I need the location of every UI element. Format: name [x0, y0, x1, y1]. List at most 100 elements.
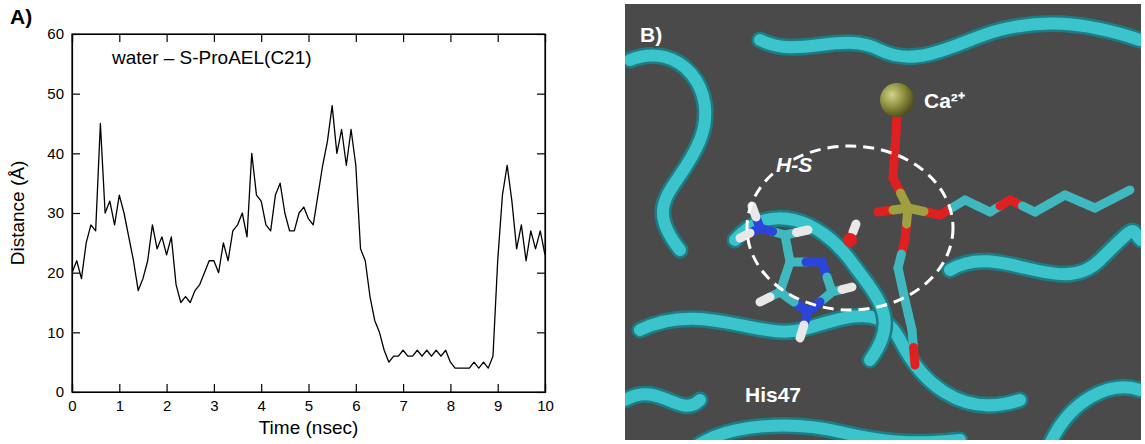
x-top-axis-line: [73, 35, 546, 43]
y-right-tick-mark: [537, 94, 545, 95]
x-tick: 5: [305, 384, 313, 414]
ribbon-edge: [1050, 387, 1140, 440]
y-tick-mark: [72, 94, 80, 95]
y-tick: 30: [47, 204, 80, 221]
x-top-tick: [356, 34, 357, 42]
x-tick-label: 2: [163, 397, 171, 414]
ribbon: [625, 394, 700, 406]
y-tick: 50: [47, 85, 80, 102]
y-tick: 0: [56, 383, 80, 400]
ribbon: [1050, 387, 1140, 440]
x-tick-mark: [450, 384, 451, 392]
ribbon-edge: [700, 426, 960, 440]
panel-label: B): [640, 23, 662, 46]
x-tick-label: 8: [447, 397, 455, 414]
calcium-ion: [880, 83, 914, 117]
panel-a: 0123456789100102030405060water – S-ProAE…: [7, 5, 554, 438]
panel-b: B) Ca²⁺ H-S His47: [625, 4, 1141, 444]
y-tick-label: 60: [47, 25, 64, 42]
plot-frame: [72, 34, 545, 392]
x-axis-top: [73, 34, 546, 42]
x-top-tick-mark: [450, 34, 451, 42]
bond-half: [895, 118, 897, 148]
y-right-tick: [537, 273, 545, 274]
y-tick-label: 0: [56, 383, 64, 400]
y-tick-mark: [72, 273, 80, 274]
selection-label: H-S: [776, 153, 812, 176]
x-tick-mark: [119, 384, 120, 392]
y-tick-label: 30: [47, 204, 64, 221]
x-top-tick-mark: [356, 34, 357, 42]
bonds: [740, 118, 1130, 365]
molecule: [625, 23, 1141, 440]
x-tick-label: 9: [494, 397, 502, 414]
x-tick-label: 3: [210, 397, 218, 414]
x-tick-mark: [308, 384, 309, 392]
x-tick: 6: [352, 384, 360, 414]
panel-b-background: [625, 4, 1141, 440]
x-top-tick: [498, 34, 499, 42]
bond-half: [1113, 190, 1131, 199]
x-tick-mark: [498, 384, 499, 392]
x-top-tick: [261, 34, 262, 42]
y-right-tick: [537, 213, 545, 214]
y-tick-mark: [72, 213, 80, 214]
bond-half: [800, 325, 804, 338]
y-axis-line: [73, 35, 81, 393]
y-tick-mark: [72, 332, 80, 333]
bond-half: [760, 297, 770, 302]
x-tick: 8: [447, 384, 455, 414]
calcium-label: Ca²⁺: [924, 89, 965, 112]
y-tick-label: 50: [47, 85, 64, 102]
ribbon-edge: [630, 55, 705, 250]
bond-half: [842, 287, 852, 290]
x-top-tick-mark: [72, 34, 73, 42]
x-top-tick: [214, 34, 215, 42]
bond-half: [752, 206, 756, 217]
x-top-tick: [119, 34, 120, 42]
ribbon: [700, 426, 960, 440]
x-top-tick: [309, 34, 310, 42]
ribbon-edge: [950, 231, 1141, 274]
x-top-tick-mark: [261, 34, 262, 42]
x-tick-label: 1: [116, 397, 124, 414]
x-tick: 4: [258, 384, 266, 414]
selection-outline: [747, 146, 953, 310]
chart-title: water – S-ProAEL(C21): [111, 47, 312, 68]
x-top-tick-mark: [119, 34, 120, 42]
y-tick: 60: [47, 25, 80, 42]
x-tick-mark: [403, 384, 404, 392]
ribbon: [760, 23, 1140, 56]
y-right-tick: [537, 34, 545, 35]
y-right-tick-mark: [537, 392, 545, 393]
y-axis-right: [537, 35, 546, 393]
y-tick-label: 40: [47, 145, 64, 162]
x-axis-line: [73, 384, 546, 393]
x-top-tick: [450, 34, 451, 42]
x-tick-label: 10: [537, 397, 554, 414]
y-tick-mark: [72, 153, 80, 154]
x-tick-mark: [261, 384, 262, 392]
x-axis-title: Time (nsec): [259, 417, 359, 438]
x-top-tick-mark: [167, 34, 168, 42]
ribbon-edge: [735, 218, 885, 360]
x-tick: 3: [210, 384, 218, 414]
x-tick: 7: [399, 384, 407, 414]
x-axis: 0 1 2 3 4 5 6 7 8 9 10: [68, 384, 554, 414]
x-tick-label: 7: [399, 397, 407, 414]
x-top-tick: [72, 34, 73, 42]
ribbon: [950, 231, 1141, 274]
x-tick-label: 0: [68, 397, 76, 414]
y-right-tick: [537, 94, 545, 95]
y-right-tick-mark: [537, 34, 545, 35]
bond-half: [797, 230, 809, 233]
y-tick-label: 10: [47, 324, 64, 341]
x-tick-label: 5: [305, 397, 313, 414]
bond-half: [893, 148, 895, 178]
water-oxygen: [843, 233, 857, 247]
x-top-tick-mark: [214, 34, 215, 42]
ribbon: [640, 316, 1020, 405]
y-right-tick-mark: [537, 332, 545, 333]
residue-label: His47: [745, 383, 801, 406]
plot-area: [72, 106, 545, 369]
